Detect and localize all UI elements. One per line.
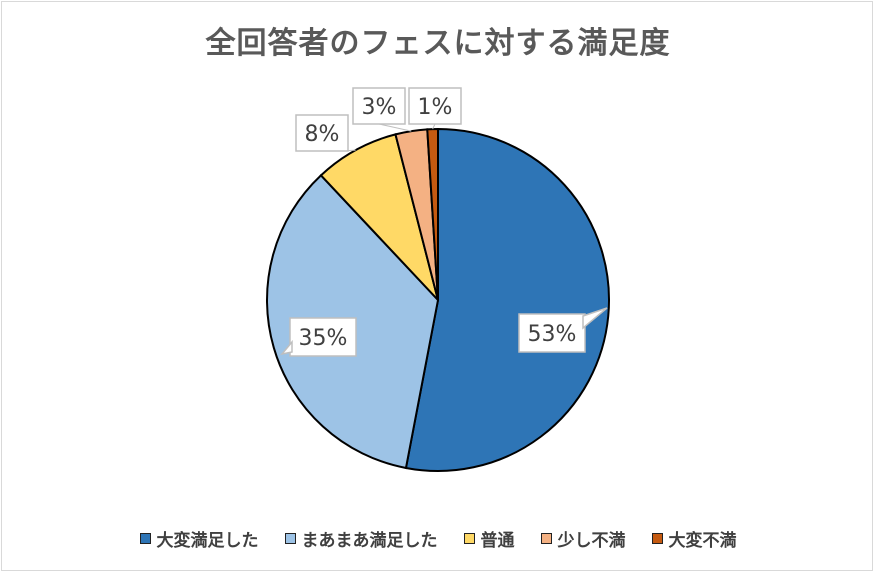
- legend-swatch: [651, 533, 663, 544]
- data-label: 8%: [295, 114, 356, 152]
- data-label-pointer: [582, 307, 608, 330]
- data-label: 3%: [352, 87, 412, 132]
- chart-title: 全回答者のフェスに対する満足度: [205, 26, 671, 61]
- legend-item-very-dissatisfied: 大変不満: [651, 526, 737, 551]
- legend-swatch: [139, 533, 151, 544]
- legend-item-slightly-dissatisfied: 少し不満: [540, 526, 626, 551]
- legend-item-neutral: 普通: [463, 526, 515, 551]
- legend-label: まあまあ満足した: [301, 531, 438, 551]
- data-label: 1%: [408, 87, 462, 130]
- legend-label: 大変満足した: [156, 531, 259, 551]
- data-label-text: 3%: [362, 95, 397, 120]
- legend-item-very-satisfied: 大変満足した: [139, 526, 259, 551]
- leader-line: [432, 123, 436, 130]
- legend-label: 少し不満: [557, 531, 626, 551]
- data-label-box: [518, 313, 586, 353]
- pie-slices: [265, 127, 611, 472]
- data-label-box: [295, 114, 349, 152]
- data-label-pointer: [280, 339, 293, 356]
- data-label-box: [408, 87, 462, 125]
- data-label: 53%: [518, 307, 608, 353]
- legend-swatch: [540, 533, 552, 544]
- legend: 大変満足した まあまあ満足した 普通 少し不満 大変不満: [0, 526, 876, 551]
- data-label-text: 8%: [305, 122, 340, 147]
- data-label-text: 1%: [418, 95, 453, 120]
- legend-label: 大変不満: [668, 531, 737, 551]
- legend-item-somewhat-satisfied: まあまあ満足した: [284, 526, 438, 551]
- data-label-box: [289, 317, 357, 357]
- data-label-text: 35%: [299, 326, 348, 351]
- data-label: 35%: [280, 317, 357, 357]
- legend-swatch: [284, 533, 296, 544]
- data-label-box: [352, 87, 406, 125]
- leader-line: [378, 123, 412, 132]
- legend-swatch: [463, 533, 475, 544]
- slice-very-satisfied: [404, 127, 611, 472]
- data-label-text: 53%: [528, 322, 577, 347]
- legend-label: 普通: [480, 531, 515, 551]
- data-labels: 53% 35% 8% 3% 1%: [280, 87, 608, 357]
